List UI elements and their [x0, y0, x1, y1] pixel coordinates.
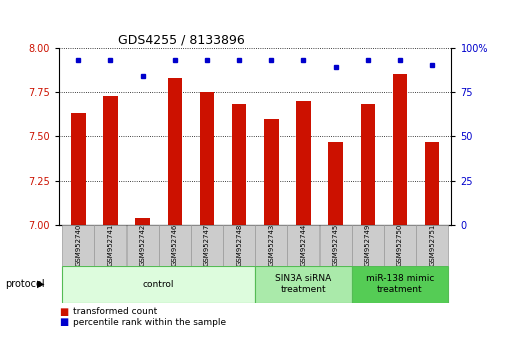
Text: percentile rank within the sample: percentile rank within the sample	[73, 318, 226, 327]
Text: miR-138 mimic
treatment: miR-138 mimic treatment	[366, 274, 434, 294]
Bar	[159, 225, 191, 266]
Text: SIN3A siRNA
treatment: SIN3A siRNA treatment	[275, 274, 331, 294]
Bar	[223, 225, 255, 266]
Bar	[393, 74, 407, 225]
Text: protocol: protocol	[5, 279, 45, 289]
Bar	[168, 78, 182, 225]
Text: ■: ■	[59, 307, 68, 316]
Bar	[296, 101, 311, 225]
Bar	[287, 225, 320, 266]
Text: GSM952751: GSM952751	[429, 224, 435, 266]
Text: GSM952744: GSM952744	[301, 224, 306, 266]
Bar	[71, 113, 86, 225]
Bar	[264, 119, 279, 225]
Text: GSM952747: GSM952747	[204, 224, 210, 266]
Bar	[200, 92, 214, 225]
Text: ■: ■	[59, 317, 68, 327]
Bar	[416, 225, 448, 266]
Bar	[352, 225, 384, 266]
Bar	[361, 104, 375, 225]
Text: GDS4255 / 8133896: GDS4255 / 8133896	[118, 34, 245, 47]
Bar	[135, 218, 150, 225]
Bar	[232, 104, 246, 225]
Text: control: control	[143, 280, 174, 289]
Text: GSM952750: GSM952750	[397, 224, 403, 266]
Bar	[328, 142, 343, 225]
Text: GSM952745: GSM952745	[332, 224, 339, 266]
Bar	[320, 225, 351, 266]
Bar	[191, 225, 223, 266]
Text: GSM952742: GSM952742	[140, 224, 146, 266]
Bar	[352, 266, 448, 303]
Bar	[103, 96, 117, 225]
Bar	[62, 266, 255, 303]
Bar	[127, 225, 159, 266]
Text: ▶: ▶	[37, 279, 45, 289]
Text: GSM952743: GSM952743	[268, 224, 274, 266]
Text: GSM952749: GSM952749	[365, 224, 371, 266]
Text: GSM952741: GSM952741	[107, 224, 113, 266]
Text: transformed count: transformed count	[73, 307, 157, 316]
Text: GSM952740: GSM952740	[75, 224, 81, 266]
Bar	[255, 225, 287, 266]
Text: GSM952748: GSM952748	[236, 224, 242, 266]
Bar	[425, 142, 439, 225]
Text: GSM952746: GSM952746	[172, 224, 178, 266]
Bar	[94, 225, 127, 266]
Bar	[384, 225, 416, 266]
Bar	[62, 225, 94, 266]
Bar	[255, 266, 351, 303]
